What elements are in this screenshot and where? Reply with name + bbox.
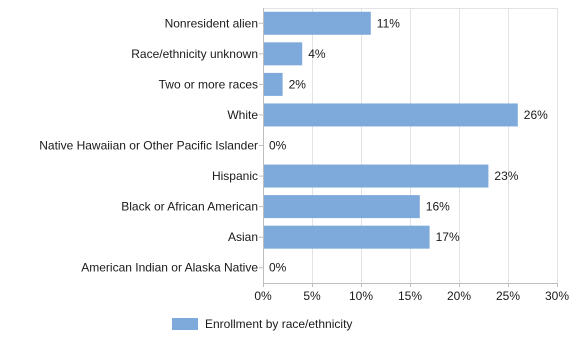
bar-6 (263, 195, 420, 219)
bar-5 (263, 164, 489, 188)
category-label-5: Hispanic (212, 169, 258, 183)
x-tick-label-0: 0% (254, 289, 272, 303)
bar-layer (263, 11, 518, 249)
grid-layer (263, 8, 558, 283)
legend-swatch (172, 318, 198, 330)
category-label-1: Race/ethnicity unknown (131, 47, 258, 61)
bar-1 (263, 42, 303, 66)
bar-2 (263, 72, 283, 96)
legend: Enrollment by race/ethnicity (172, 317, 352, 331)
x-tick-label-10: 10% (349, 289, 373, 303)
data-label-0: 11% (377, 16, 400, 30)
category-label-7: Asian (228, 230, 258, 244)
category-label-6: Black or African American (121, 200, 258, 214)
category-label-4: Native Hawaiian or Other Pacific Islande… (39, 139, 258, 153)
data-label-1: 4% (308, 47, 326, 61)
x-tick-label-5: 5% (303, 289, 321, 303)
data-label-4: 0% (269, 139, 287, 153)
x-tick-label-25: 25% (496, 289, 520, 303)
data-label-6: 16% (426, 200, 450, 214)
data-label-8: 0% (269, 261, 287, 275)
x-tick-label-20: 20% (447, 289, 471, 303)
data-label-3: 26% (524, 108, 548, 122)
data-label-5: 23% (494, 169, 518, 183)
bar-7 (263, 225, 430, 249)
data-label-2: 2% (289, 77, 307, 91)
category-label-2: Two or more races (159, 77, 258, 91)
data-label-7: 17% (436, 230, 460, 244)
axis-layer (259, 8, 558, 287)
x-tick-label-30: 30% (545, 289, 569, 303)
bar-0 (263, 11, 371, 35)
category-label-8: American Indian or Alaska Native (81, 261, 258, 275)
category-label-3: White (227, 108, 258, 122)
category-label-0: Nonresident alien (165, 16, 258, 30)
legend-label: Enrollment by race/ethnicity (205, 317, 352, 331)
bar-3 (263, 103, 518, 127)
x-tick-label-15: 15% (398, 289, 422, 303)
label-layer: Nonresident alien 11% Race/ethnicity unkno… (39, 16, 569, 303)
